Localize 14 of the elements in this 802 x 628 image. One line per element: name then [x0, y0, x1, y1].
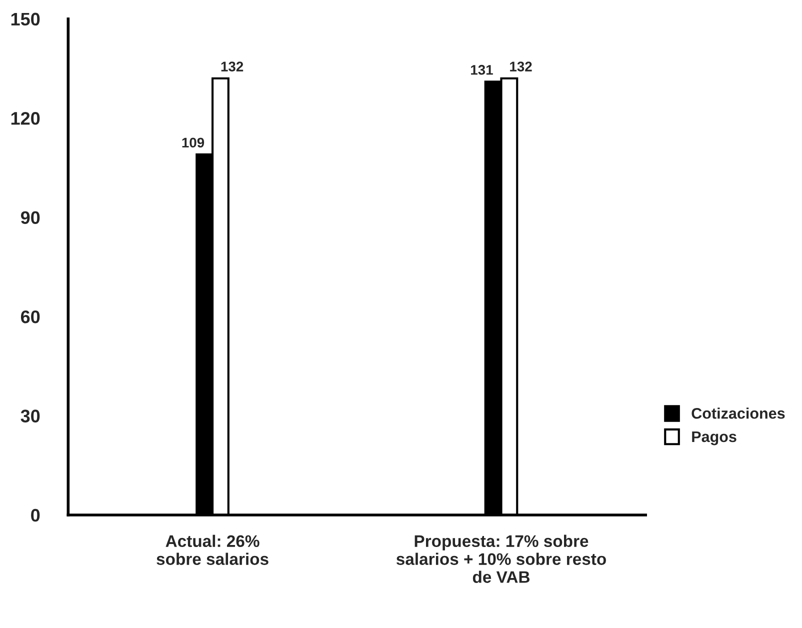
y-tick-label: 0	[31, 508, 40, 522]
legend-label: Pagos	[692, 431, 736, 446]
data-label: 132	[510, 62, 532, 72]
data-label: 132	[221, 62, 244, 72]
x-tick-label: Propuesta: 17% sobre salarios + 10% sobre resto de VAB	[396, 534, 606, 583]
y-tick-label: 150	[11, 12, 40, 26]
data-label: 109	[182, 138, 204, 148]
y-tick-label: 90	[20, 211, 40, 224]
y-tick-label: 120	[11, 112, 40, 125]
x-tick-label: Actual: 26% sobre salarios	[156, 534, 268, 565]
legend-label: Cotizaciones	[692, 408, 785, 419]
data-label: 131	[471, 64, 493, 75]
y-tick-label: 60	[20, 310, 40, 324]
y-tick-label: 30	[20, 410, 40, 422]
